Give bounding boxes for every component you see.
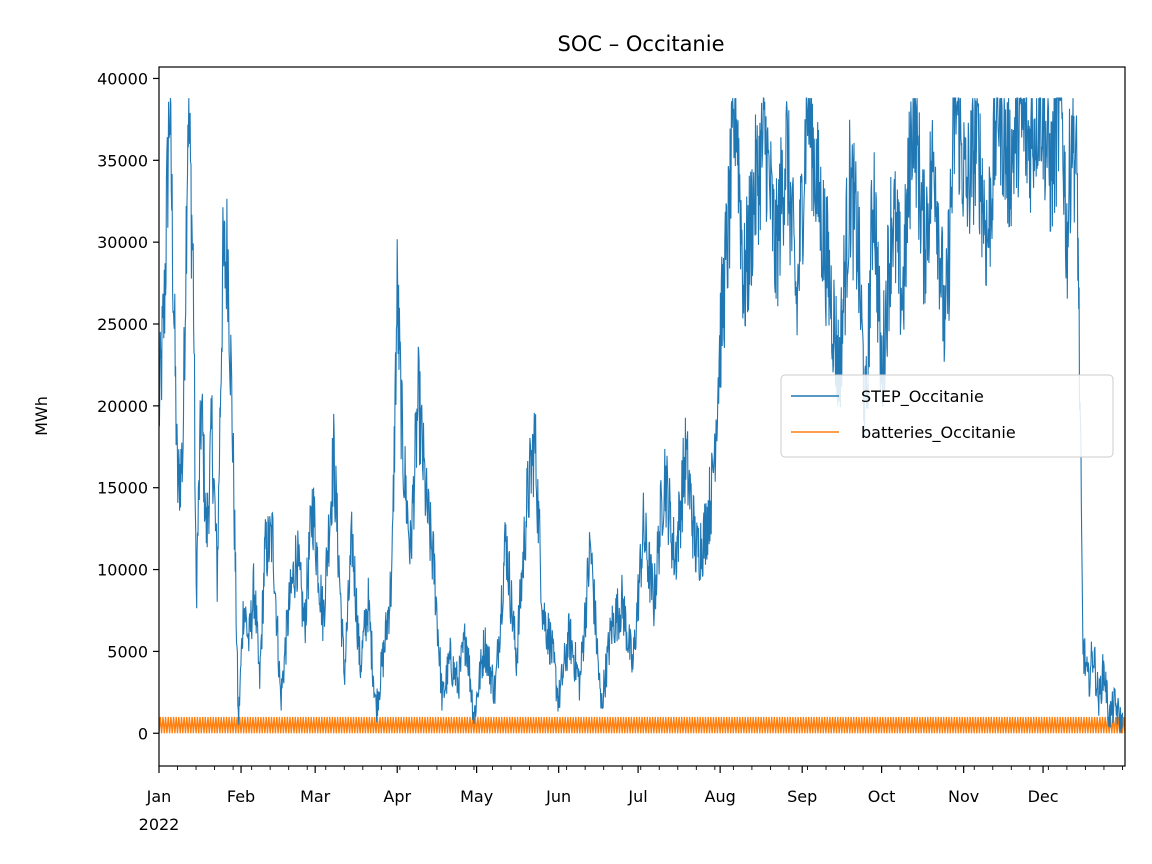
x-tick-label: Nov: [948, 787, 979, 806]
series-line-batteries-occitanie: [158, 716, 1126, 734]
y-tick-label: 25000: [97, 315, 148, 334]
plot-frame: [158, 66, 1126, 767]
y-tick-label: 15000: [97, 479, 148, 498]
x-tick-label: Apr: [383, 787, 411, 806]
x-tick-label: Jan: [146, 787, 172, 806]
x-tick-label: Dec: [1028, 787, 1059, 806]
legend-label-step: STEP_Occitanie: [861, 387, 984, 407]
y-tick-label: 40000: [97, 69, 148, 88]
x-tick-label: Feb: [227, 787, 255, 806]
x-tick-label: Mar: [300, 787, 331, 806]
y-tick-label: 35000: [97, 151, 148, 170]
legend-label-batteries: batteries_Occitanie: [861, 423, 1016, 443]
x-axis-year-label: 2022: [139, 815, 180, 834]
series-layer: [158, 97, 1126, 734]
x-tick-label: May: [460, 787, 493, 806]
x-tick-label: Aug: [705, 787, 736, 806]
y-tick-label: 30000: [97, 233, 148, 252]
x-tick-label: Oct: [868, 787, 896, 806]
chart-title: SOC – Occitanie: [558, 32, 725, 56]
series-line-step-occitanie: [158, 97, 1124, 734]
y-tick-label: 10000: [97, 561, 148, 580]
y-tick-label: 5000: [107, 642, 148, 661]
y-tick-label: 0: [138, 724, 148, 743]
y-axis-label: MWh: [32, 396, 51, 436]
y-tick-label: 20000: [97, 397, 148, 416]
legend: STEP_Occitanie batteries_Occitanie: [780, 374, 1114, 458]
x-tick-label: Jun: [545, 787, 571, 806]
x-tick-label: Sep: [787, 787, 817, 806]
x-axis-ticks: Jan Feb Mar Apr May Jun Jul Aug Sep Oct Nov Dec: [146, 766, 1123, 806]
legend-box: [780, 374, 1114, 458]
x-tick-label: Jul: [627, 787, 647, 806]
y-axis-ticks: 0 5000 10000 15000 20000 25000 30000 35000 40000: [97, 69, 159, 743]
